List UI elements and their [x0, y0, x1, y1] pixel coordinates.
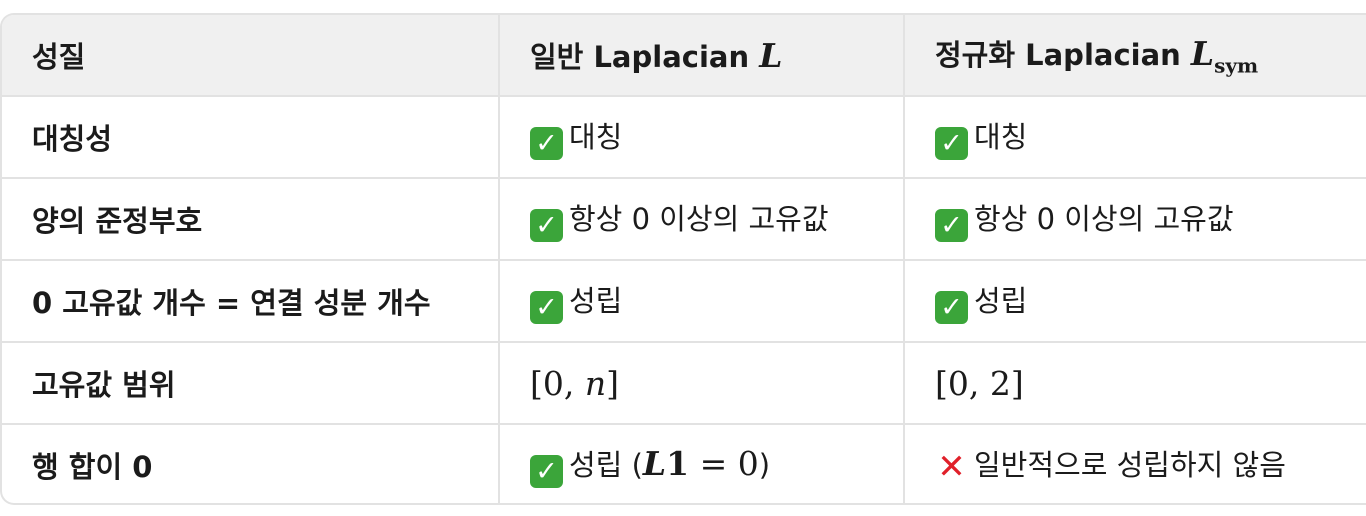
general-cell: ✓ 성립 (L1 = 0)	[499, 424, 905, 503]
check-mark-icon: ✓	[935, 127, 968, 160]
general-value: 성립 (	[569, 447, 643, 482]
general-value: 성립	[569, 284, 623, 318]
header-property: 성질	[2, 15, 500, 97]
laplacian-table: 성질 일반 Laplacian L 정규화 Laplacian Lsym 대칭성…	[2, 15, 1366, 503]
check-mark-icon: ✓	[530, 454, 563, 488]
check-mark-icon: ✓	[935, 291, 968, 324]
header-normalized-symbol-sub: sym	[1214, 53, 1259, 78]
header-row: 성질 일반 Laplacian L 정규화 Laplacian Lsym	[2, 15, 1366, 97]
check-mark-icon: ✓	[530, 209, 563, 242]
header-normalized: 정규화 Laplacian Lsym	[904, 15, 1366, 97]
cross-mark-icon: ✕	[937, 447, 966, 487]
check-mark-icon: ✓	[530, 127, 563, 160]
header-normalized-symbol: Lsym	[1190, 34, 1258, 78]
general-cell: ✓ 성립	[499, 260, 905, 343]
table-row: 양의 준정부호 ✓ 항상 0 이상의 고유값 ✓ 항상 0 이상의 고유값	[2, 178, 1366, 261]
comparison-table: 성질 일반 Laplacian L 정규화 Laplacian Lsym 대칭성…	[0, 13, 1366, 505]
table-row: 고유값 범위 [0, n] [0, 2]	[2, 342, 1366, 425]
header-general-symbol: L	[759, 36, 783, 75]
property-cell: 대칭성	[2, 96, 500, 179]
row-sum-math-one: 1	[666, 443, 690, 483]
table-row: 0 고유값 개수 = 연결 성분 개수 ✓ 성립 ✓ 성립	[2, 260, 1366, 343]
table-row: 행 합이 0 ✓ 성립 (L1 = 0) ✕ 일반적으로 성립하지 않음	[2, 424, 1366, 503]
property-cell: 0 고유값 개수 = 연결 성분 개수	[2, 260, 500, 343]
row-sum-math-L: L	[642, 443, 667, 483]
check-mark-icon: ✓	[530, 291, 563, 324]
general-cell: ✓ 대칭	[499, 96, 905, 179]
normalized-value: 항상 0 이상의 고유값	[974, 202, 1234, 236]
header-property-label: 성질	[32, 40, 86, 74]
normalized-cell: ✓ 항상 0 이상의 고유값	[904, 178, 1366, 261]
normalized-value: 대칭	[974, 120, 1028, 154]
normalized-value: 성립	[974, 284, 1028, 318]
row-sum-math-rest: = 0	[689, 443, 759, 483]
header-general: 일반 Laplacian L	[499, 15, 905, 97]
header-normalized-label: 정규화 Laplacian	[935, 38, 1181, 73]
header-normalized-symbol-base: L	[1190, 34, 1215, 74]
general-cell: ✓ 항상 0 이상의 고유값	[499, 178, 905, 261]
general-range-math: [0, n]	[530, 363, 619, 403]
row-sum-math: L1 = 0	[643, 444, 759, 483]
general-value: 대칭	[569, 120, 623, 154]
property-cell: 양의 준정부호	[2, 178, 500, 261]
normalized-cell: [0, 2]	[904, 342, 1366, 425]
normalized-cell: ✓ 대칭	[904, 96, 1366, 179]
general-value: 항상 0 이상의 고유값	[569, 202, 829, 236]
property-cell: 고유값 범위	[2, 342, 500, 425]
check-mark-icon: ✓	[935, 209, 968, 242]
general-value-close: )	[758, 447, 771, 482]
property-cell: 행 합이 0	[2, 424, 500, 503]
normalized-value: 일반적으로 성립하지 않음	[974, 448, 1286, 482]
normalized-cell: ✕ 일반적으로 성립하지 않음	[904, 424, 1366, 503]
normalized-range-math: [0, 2]	[935, 363, 1024, 403]
normalized-cell: ✓ 성립	[904, 260, 1366, 343]
table-row: 대칭성 ✓ 대칭 ✓ 대칭	[2, 96, 1366, 179]
header-general-label: 일반 Laplacian	[530, 40, 750, 74]
general-cell: [0, n]	[499, 342, 905, 425]
